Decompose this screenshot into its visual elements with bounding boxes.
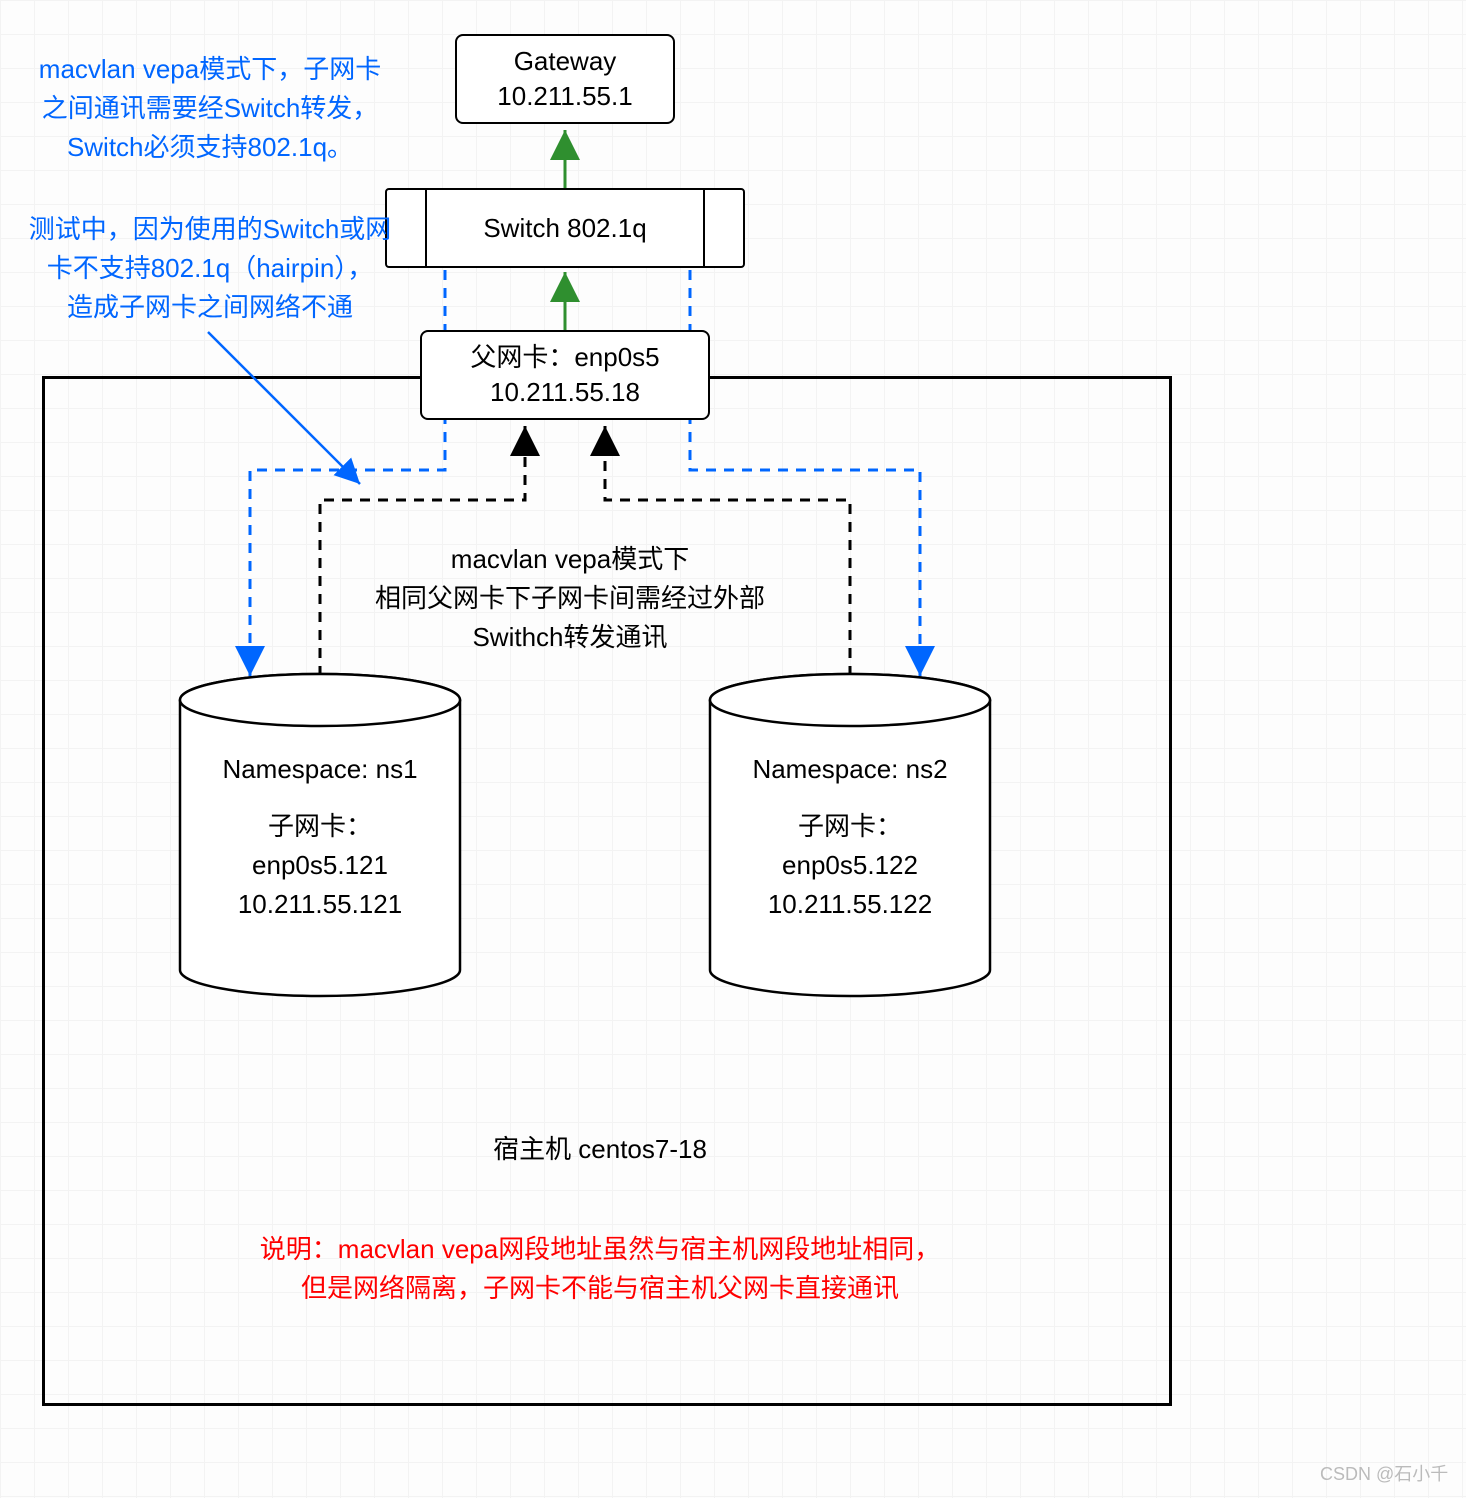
blue-note1-l3: Switch必须支持802.1q。 [20, 128, 400, 167]
ns2-labels: Namespace: ns2 子网卡： enp0s5.122 10.211.55… [710, 750, 990, 924]
blue-note2-l3: 造成子网卡之间网络不通 [10, 288, 410, 327]
gateway-box: Gateway 10.211.55.1 [455, 34, 675, 124]
red-note-l1: 说明：macvlan vepa网段地址虽然与宿主机网段地址相同， [200, 1230, 1000, 1269]
ns1-sub3: 10.211.55.121 [180, 885, 460, 924]
center-note-l3: Swithch转发通讯 [300, 618, 840, 657]
note-arrow [208, 332, 360, 484]
red-note: 说明：macvlan vepa网段地址虽然与宿主机网段地址相同， 但是网络隔离，… [200, 1230, 1000, 1308]
ns1-labels: Namespace: ns1 子网卡： enp0s5.121 10.211.55… [180, 750, 460, 924]
gateway-ip: 10.211.55.1 [497, 79, 632, 114]
ns2-sub2: enp0s5.122 [710, 846, 990, 885]
parent-nic-box: 父网卡：enp0s5 10.211.55.18 [420, 330, 710, 420]
blue-note-2: 测试中，因为使用的Switch或网 卡不支持802.1q（hairpin）， 造… [10, 210, 410, 327]
ns1-sub2: enp0s5.121 [180, 846, 460, 885]
gateway-title: Gateway [514, 44, 617, 79]
watermark: CSDN @石小千 [1320, 1460, 1448, 1486]
center-note-l1: macvlan vepa模式下 [300, 540, 840, 579]
ns1-sub1: 子网卡： [180, 807, 460, 846]
ns2-sub3: 10.211.55.122 [710, 885, 990, 924]
parent-nic-ip: 10.211.55.18 [490, 375, 640, 410]
host-label: 宿主机 centos7-18 [420, 1130, 780, 1169]
center-note-l2: 相同父网卡下子网卡间需经过外部 [300, 579, 840, 618]
ns1-title: Namespace: ns1 [180, 750, 460, 789]
diagram-canvas: Gateway 10.211.55.1 Switch 802.1q 父网卡：en… [0, 0, 1466, 1498]
blue-note-1: macvlan vepa模式下，子网卡 之间通讯需要经Switch转发， Swi… [20, 50, 400, 167]
switch-inner: Switch 802.1q [425, 188, 705, 268]
blue-note1-l1: macvlan vepa模式下，子网卡 [20, 50, 400, 89]
ns2-title: Namespace: ns2 [710, 750, 990, 789]
switch-label: Switch 802.1q [483, 213, 646, 244]
parent-nic-title: 父网卡：enp0s5 [470, 340, 659, 375]
red-note-l2: 但是网络隔离，子网卡不能与宿主机父网卡直接通讯 [200, 1269, 1000, 1308]
blue-note2-l1: 测试中，因为使用的Switch或网 [10, 210, 410, 249]
blue-note2-l2: 卡不支持802.1q（hairpin）， [10, 249, 410, 288]
center-note: macvlan vepa模式下 相同父网卡下子网卡间需经过外部 Swithch转… [300, 540, 840, 657]
blue-note1-l2: 之间通讯需要经Switch转发， [20, 89, 400, 128]
ns2-sub1: 子网卡： [710, 807, 990, 846]
